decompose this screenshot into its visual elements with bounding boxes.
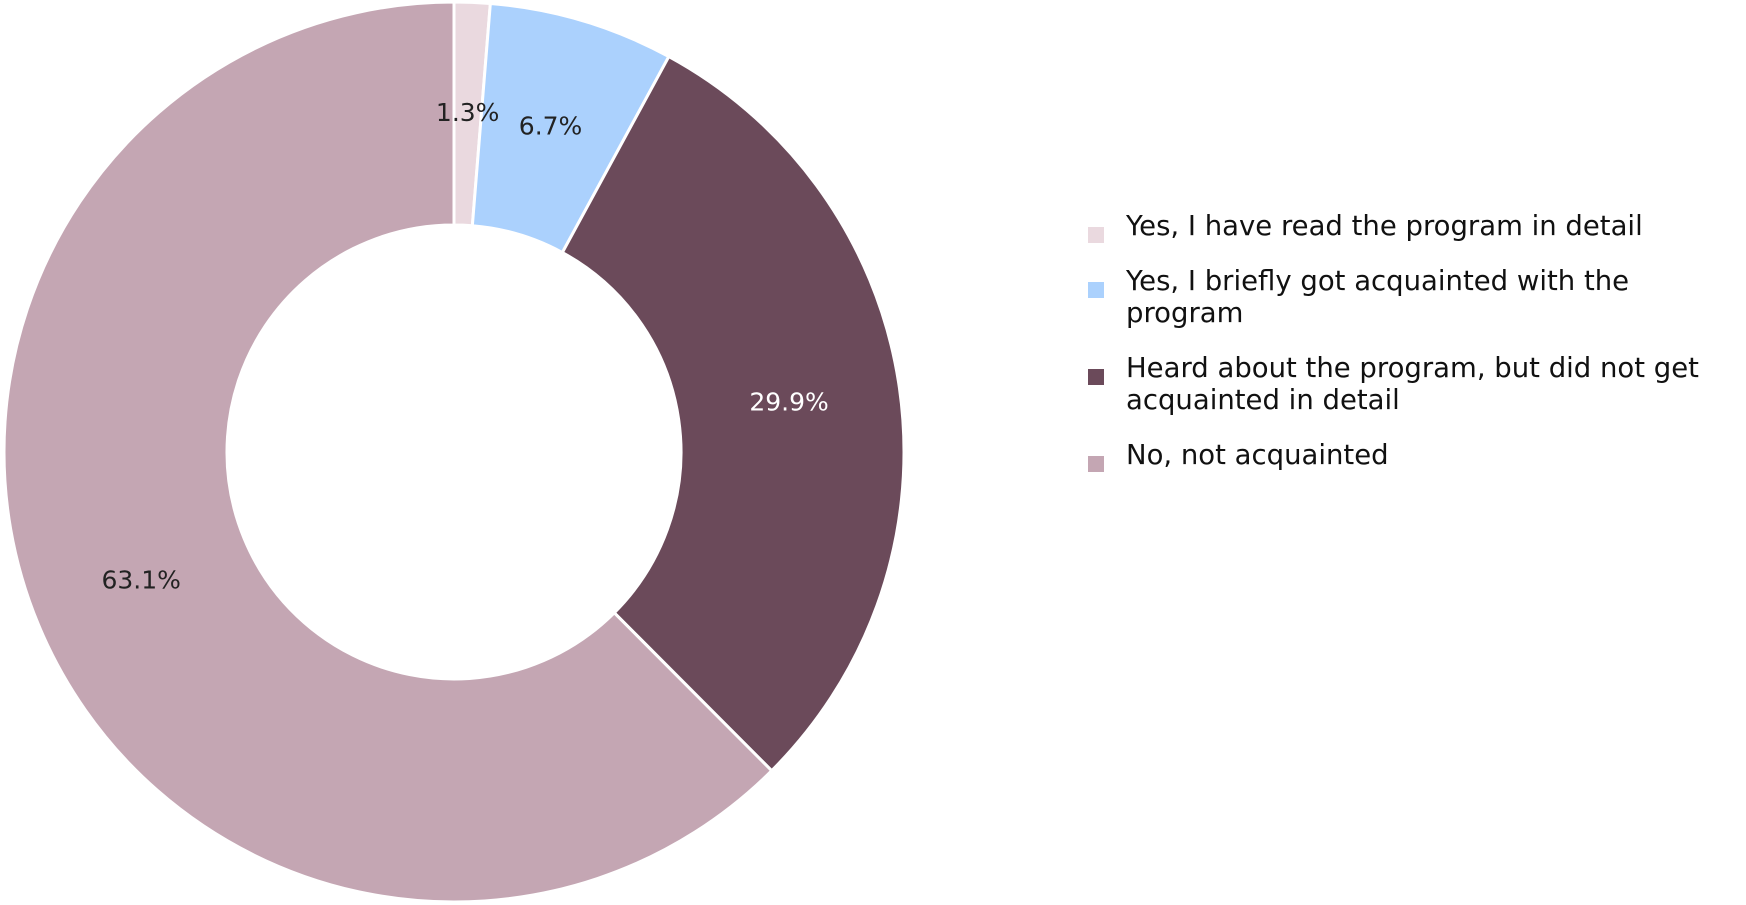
legend-label: Yes, I have read the program in detail (1126, 210, 1643, 242)
slice-data-label: 63.1% (101, 565, 180, 594)
pie-slice-4 (2, 0, 774, 904)
legend-swatch (1088, 456, 1104, 472)
legend-item: Yes, I have read the program in detail (1085, 210, 1745, 243)
chart-legend: Yes, I have read the program in detail Ye… (1085, 210, 1745, 472)
legend-swatch (1088, 369, 1104, 385)
legend-label: Heard about the program, but did not get… (1126, 352, 1699, 416)
legend-item: Heard about the program, but did not get… (1085, 352, 1745, 416)
legend-swatch (1088, 227, 1104, 243)
legend-label: Yes, I briefly got acquainted with the p… (1126, 265, 1630, 329)
slice-data-label: 29.9% (749, 388, 828, 417)
legend-swatch (1088, 282, 1104, 298)
slice-data-label: 6.7% (519, 112, 583, 141)
legend-label: No, not acquainted (1126, 439, 1389, 471)
chart-data-labels: 1.3% 6.7% 29.9% 63.1% (101, 98, 828, 595)
legend-item: No, not acquainted (1085, 439, 1745, 472)
chart-slices (2, 0, 906, 904)
pie-slice-3 (560, 54, 906, 773)
slice-data-label: 1.3% (436, 98, 500, 127)
legend-item: Yes, I briefly got acquainted with the p… (1085, 265, 1745, 329)
